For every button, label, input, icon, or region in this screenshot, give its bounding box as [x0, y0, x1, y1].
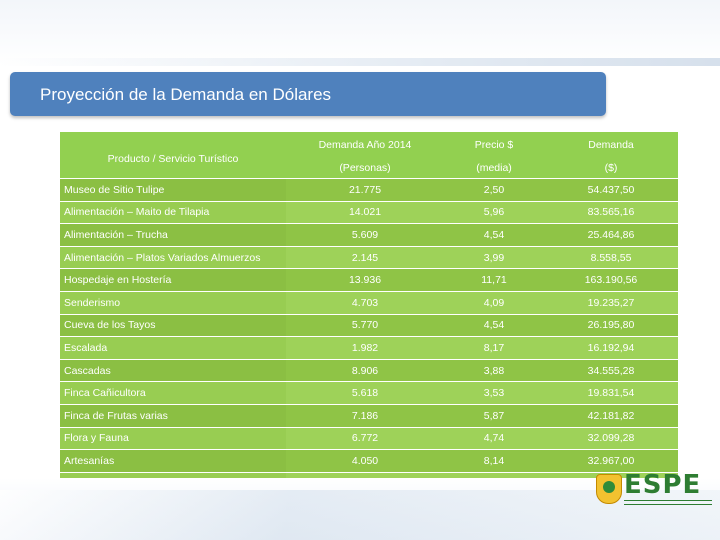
top-decoration [0, 0, 720, 66]
header-demand: Demanda [544, 132, 678, 158]
cell-product: Finca de Frutas varias [60, 403, 286, 428]
logo-underline [624, 500, 712, 505]
cell-price: 4,74 [444, 426, 544, 450]
table-row: Finca de Frutas varias 7.186 5,87 42.181,82 [60, 403, 678, 428]
cell-product: Finca Cañicultora [60, 381, 286, 405]
cell-demand: 32.967,00 [544, 449, 678, 473]
cell-price: 3,99 [444, 245, 544, 269]
cell-demand: 163.190,56 [544, 268, 678, 292]
cell-demand: 32.099,28 [544, 426, 678, 450]
logo-text: ESPE [624, 470, 702, 500]
table-row: Hospedaje en Hostería 13.936 11,71 163.190,… [60, 268, 678, 292]
cell-demand: 34.555,28 [544, 358, 678, 382]
cell-price: 3,88 [444, 358, 544, 382]
cell-people: 1.982 [286, 336, 444, 360]
cell-product: Escalada [60, 336, 286, 360]
cell-demand: 16.192,94 [544, 336, 678, 360]
cell-price: 5,96 [444, 200, 544, 224]
table-header-row: Producto / Servicio Turístico Demanda Añ… [60, 132, 678, 179]
cell-product: Artesanías [60, 449, 286, 473]
cell-people: 13.936 [286, 268, 444, 292]
cell-product: Senderismo [60, 290, 286, 315]
cell-demand: 26.195,80 [544, 313, 678, 337]
cell-product: Cascadas [60, 358, 286, 382]
cell-price: 11,71 [444, 268, 544, 292]
espe-logo: ESPE [596, 470, 714, 510]
table-row: Alimentación – Platos Variados Almuerzos… [60, 245, 678, 269]
cell-price: 4,09 [444, 290, 544, 315]
header-price: Precio $ [444, 132, 544, 158]
cell-people: 4.050 [286, 449, 444, 473]
cell-demand: 83.565,16 [544, 200, 678, 224]
cell-people: 4.703 [286, 290, 444, 315]
cell-price: 3,53 [444, 381, 544, 405]
cell-demand: 54.437,50 [544, 178, 678, 202]
cell-product: Flora y Fauna [60, 426, 286, 450]
cell-demand: 25.464,86 [544, 223, 678, 247]
table-row: Cascadas 8.906 3,88 34.555,28 [60, 358, 678, 382]
slide-title: Proyección de la Demanda en Dólares [40, 85, 332, 104]
cell-demand: 8.558,55 [544, 245, 678, 269]
cell-product: Cueva de los Tayos [60, 313, 286, 337]
table-row: Senderismo 4.703 4,09 19.235,27 [60, 290, 678, 315]
header-price-sub: (media) [444, 158, 544, 179]
cell-product: Museo de Sitio Tulipe [60, 178, 286, 202]
cell-price: 8,14 [444, 449, 544, 473]
cell-product: Alimentación – Platos Variados Almuerzos [60, 245, 286, 269]
table-row: Flora y Fauna 6.772 4,74 32.099,28 [60, 426, 678, 450]
espe-crest-icon [596, 474, 622, 504]
cell-people: 6.772 [286, 426, 444, 450]
cell-people: 8.906 [286, 358, 444, 382]
cell-price: 5,87 [444, 403, 544, 428]
table-row: Finca Cañicultora 5.618 3,53 19.831,54 [60, 381, 678, 405]
table-row: Cueva de los Tayos 5.770 4,54 26.195,80 [60, 313, 678, 337]
title-bar: Proyección de la Demanda en Dólares [10, 72, 606, 116]
cell-price: 2,50 [444, 178, 544, 202]
cell-price: 4,54 [444, 223, 544, 247]
cell-people: 2.145 [286, 245, 444, 269]
cell-people: 21.775 [286, 178, 444, 202]
cell-people: 14.021 [286, 200, 444, 224]
cell-product: Hospedaje en Hostería [60, 268, 286, 292]
table-row: Museo de Sitio Tulipe 21.775 2,50 54.437,50 [60, 178, 678, 202]
cell-people: 5.609 [286, 223, 444, 247]
header-demand-sub: ($) [544, 158, 678, 179]
table-subheader-row: (Personas) (media) ($) [60, 158, 678, 179]
cell-demand: 19.235,27 [544, 290, 678, 315]
header-demand-year: Demanda Año 2014 [286, 132, 444, 158]
cell-people: 7.186 [286, 403, 444, 428]
table-row: Escalada 1.982 8,17 16.192,94 [60, 336, 678, 360]
header-product: Producto / Servicio Turístico [60, 132, 286, 179]
table-row: Alimentación – Maito de Tilapia 14.021 5,9… [60, 200, 678, 224]
table-row: Artesanías 4.050 8,14 32.967,00 [60, 449, 678, 473]
cell-people: 5.618 [286, 381, 444, 405]
cell-product: Alimentación – Maito de Tilapia [60, 200, 286, 224]
cell-price: 8,17 [444, 336, 544, 360]
header-demand-year-sub: (Personas) [286, 158, 444, 179]
cell-product: Alimentación – Trucha [60, 223, 286, 247]
demand-table: Producto / Servicio Turístico Demanda Añ… [60, 132, 678, 495]
table-row: Alimentación – Trucha 5.609 4,54 25.464,86 [60, 223, 678, 247]
cell-price: 4,54 [444, 313, 544, 337]
cell-people: 5.770 [286, 313, 444, 337]
cell-demand: 19.831,54 [544, 381, 678, 405]
cell-demand: 42.181,82 [544, 403, 678, 428]
